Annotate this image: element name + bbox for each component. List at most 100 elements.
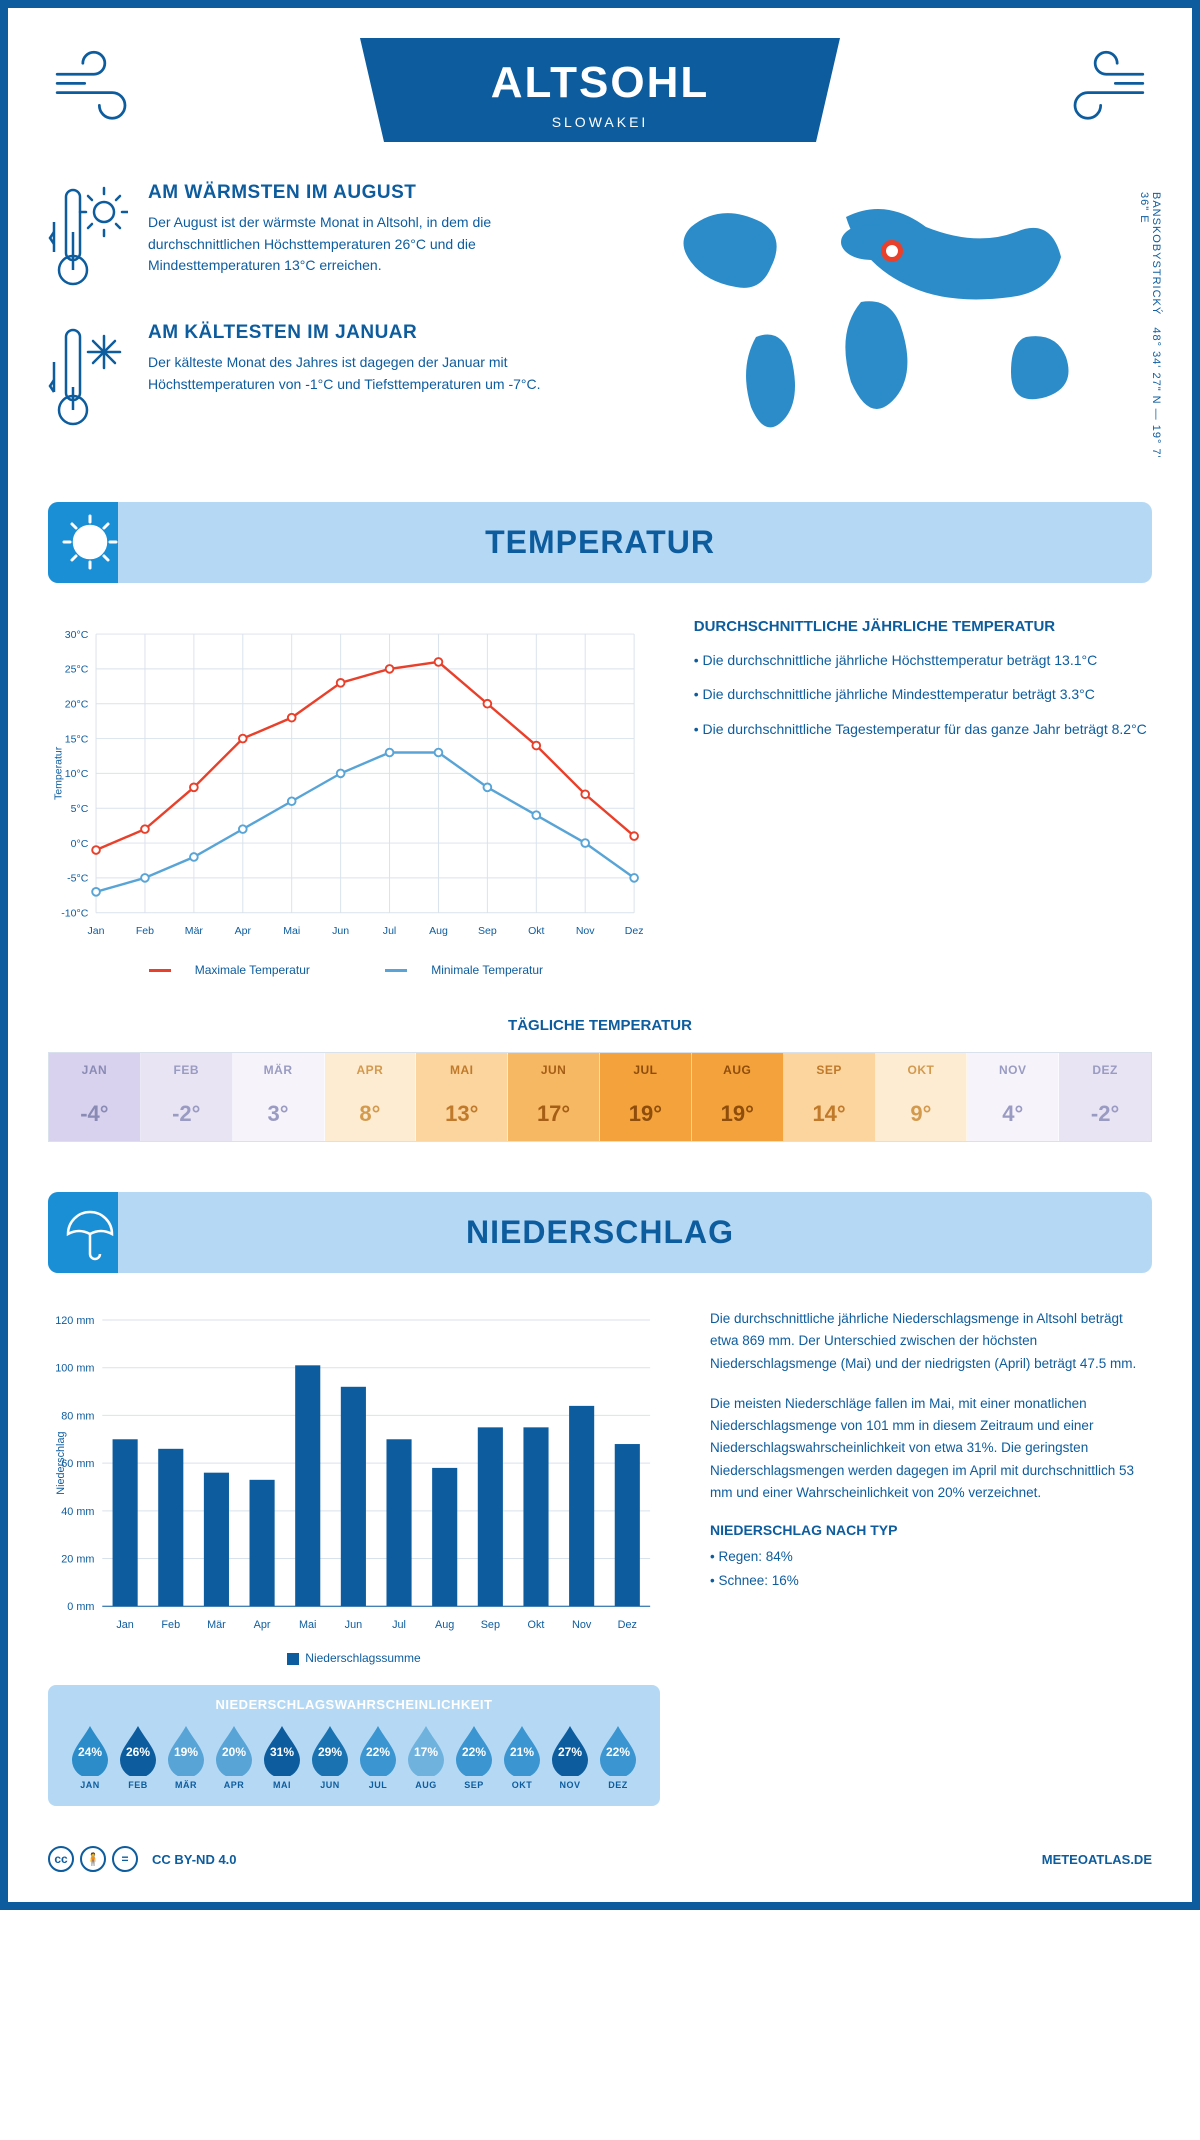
temperature-bullet: • Die durchschnittliche Tagestemperatur … — [694, 718, 1152, 740]
probability-drop: 31% MAI — [260, 1722, 304, 1790]
site-name: METEOATLAS.DE — [1042, 1852, 1152, 1867]
daily-temp-cell: DEZ-2° — [1059, 1053, 1151, 1141]
temperature-bullet: • Die durchschnittliche jährliche Mindes… — [694, 683, 1152, 705]
probability-drop: 22% JUL — [356, 1722, 400, 1790]
probability-drop: 17% AUG — [404, 1722, 448, 1790]
svg-text:Jun: Jun — [345, 1619, 362, 1631]
svg-text:40 mm: 40 mm — [61, 1506, 94, 1518]
daily-temp-cell: FEB-2° — [141, 1053, 233, 1141]
coldest-fact: AM KÄLTESTEN IM JANUAR Der kälteste Mona… — [48, 322, 580, 432]
temperature-line-chart: -10°C-5°C0°C5°C10°C15°C20°C25°C30°CJanFe… — [48, 618, 644, 948]
probability-drop: 24% JAN — [68, 1722, 112, 1790]
daily-temp-cell: MÄR3° — [233, 1053, 325, 1141]
precipitation-type-bullet: • Regen: 84% — [710, 1546, 1152, 1568]
svg-text:25°C: 25°C — [65, 664, 89, 676]
title-banner: ALTSOHL SLOWAKEI — [360, 38, 840, 142]
daily-temp-cell: JAN-4° — [49, 1053, 141, 1141]
license-block: cc 🧍 = CC BY-ND 4.0 — [48, 1846, 237, 1872]
svg-text:0 mm: 0 mm — [67, 1601, 94, 1613]
svg-text:Dez: Dez — [625, 925, 644, 937]
precipitation-banner: NIEDERSCHLAG — [48, 1192, 1152, 1273]
svg-text:Sep: Sep — [478, 925, 497, 937]
wind-icon — [1042, 48, 1152, 128]
wind-icon — [48, 48, 158, 128]
svg-text:120 mm: 120 mm — [55, 1315, 94, 1327]
svg-text:Sep: Sep — [481, 1619, 500, 1631]
svg-text:Jul: Jul — [392, 1619, 406, 1631]
coldest-title: AM KÄLTESTEN IM JANUAR — [148, 322, 580, 344]
warmest-title: AM WÄRMSTEN IM AUGUST — [148, 182, 580, 204]
svg-text:Mai: Mai — [299, 1619, 316, 1631]
country-subtitle: SLOWAKEI — [440, 114, 760, 130]
svg-text:10°C: 10°C — [65, 768, 89, 780]
svg-text:20°C: 20°C — [65, 699, 89, 711]
svg-text:Feb: Feb — [161, 1619, 180, 1631]
svg-text:30°C: 30°C — [65, 629, 89, 641]
temperature-row: -10°C-5°C0°C5°C10°C15°C20°C25°C30°CJanFe… — [48, 618, 1152, 977]
page-frame: ALTSOHL SLOWAKEI AM WÄRMSTEN IM AUGUST D… — [0, 0, 1200, 1910]
daily-temp-cell: AUG19° — [692, 1053, 784, 1141]
svg-text:100 mm: 100 mm — [55, 1363, 94, 1375]
temperature-side: DURCHSCHNITTLICHE JÄHRLICHE TEMPERATUR •… — [694, 618, 1152, 977]
by-icon: 🧍 — [80, 1846, 106, 1872]
svg-text:Apr: Apr — [254, 1619, 271, 1631]
svg-text:Okt: Okt — [528, 1619, 545, 1631]
header: ALTSOHL SLOWAKEI — [48, 38, 1152, 142]
daily-temp-cell: SEP14° — [784, 1053, 876, 1141]
map-column: BANSKOBYSTRICKÝ 48° 34' 27" N — 19° 7' 3… — [620, 182, 1152, 462]
svg-text:Jul: Jul — [383, 925, 396, 937]
daily-temp-cell: JUL19° — [600, 1053, 692, 1141]
daily-temp-cell: JUN17° — [508, 1053, 600, 1141]
world-map — [620, 182, 1152, 442]
precipitation-body-1: Die durchschnittliche jährliche Niedersc… — [710, 1308, 1152, 1375]
precipitation-type-bullet: • Schnee: 16% — [710, 1570, 1152, 1592]
svg-text:Niederschlag: Niederschlag — [55, 1431, 67, 1494]
svg-text:Mär: Mär — [185, 925, 204, 937]
precipitation-title: NIEDERSCHLAG — [78, 1214, 1122, 1251]
nd-icon: = — [112, 1846, 138, 1872]
probability-title: NIEDERSCHLAGSWAHRSCHEINLICHKEIT — [68, 1697, 640, 1712]
temperature-chart-box: -10°C-5°C0°C5°C10°C15°C20°C25°C30°CJanFe… — [48, 618, 644, 977]
temperature-banner: TEMPERATUR — [48, 502, 1152, 583]
precipitation-body-2: Die meisten Niederschläge fallen im Mai,… — [710, 1393, 1152, 1504]
umbrella-icon — [60, 1202, 120, 1262]
cc-icon: cc — [48, 1846, 74, 1872]
probability-drop: 22% SEP — [452, 1722, 496, 1790]
probability-box: NIEDERSCHLAGSWAHRSCHEINLICHKEIT 24% JAN … — [48, 1685, 660, 1806]
probability-drop: 22% DEZ — [596, 1722, 640, 1790]
svg-text:Dez: Dez — [618, 1619, 637, 1631]
temperature-side-title: DURCHSCHNITTLICHE JÄHRLICHE TEMPERATUR — [694, 618, 1152, 635]
daily-temp-cell: NOV4° — [967, 1053, 1059, 1141]
svg-text:0°C: 0°C — [71, 838, 89, 850]
daily-temp-title: TÄGLICHE TEMPERATUR — [48, 1017, 1152, 1034]
daily-temp-cell: OKT9° — [876, 1053, 968, 1141]
warmest-body: Der August ist der wärmste Monat in Alts… — [148, 212, 580, 277]
precipitation-type-title: NIEDERSCHLAG NACH TYP — [710, 1522, 1152, 1538]
coldest-body: Der kälteste Monat des Jahres ist dagege… — [148, 352, 580, 395]
probability-drop: 21% OKT — [500, 1722, 544, 1790]
probability-drop: 26% FEB — [116, 1722, 160, 1790]
svg-text:Mai: Mai — [283, 925, 300, 937]
daily-temp-table: JAN-4°FEB-2°MÄR3°APR8°MAI13°JUN17°JUL19°… — [48, 1052, 1152, 1142]
map-marker — [881, 240, 903, 262]
temperature-legend: Maximale Temperatur Minimale Temperatur — [48, 963, 644, 977]
svg-text:Jan: Jan — [116, 1619, 133, 1631]
precipitation-chart-box: 0 mm20 mm40 mm60 mm80 mm100 mm120 mmNied… — [48, 1308, 660, 1806]
svg-text:Apr: Apr — [235, 925, 252, 937]
svg-text:Nov: Nov — [572, 1619, 592, 1631]
svg-text:20 mm: 20 mm — [61, 1553, 94, 1565]
footer: cc 🧍 = CC BY-ND 4.0 METEOATLAS.DE — [48, 1846, 1152, 1872]
svg-text:Okt: Okt — [528, 925, 544, 937]
svg-text:Jun: Jun — [332, 925, 349, 937]
probability-drop: 20% APR — [212, 1722, 256, 1790]
svg-text:Temperatur: Temperatur — [52, 746, 64, 800]
svg-text:5°C: 5°C — [71, 803, 89, 815]
intro-row: AM WÄRMSTEN IM AUGUST Der August ist der… — [48, 182, 1152, 462]
svg-text:80 mm: 80 mm — [61, 1410, 94, 1422]
svg-text:Aug: Aug — [435, 1619, 454, 1631]
svg-text:Jan: Jan — [88, 925, 105, 937]
svg-text:Feb: Feb — [136, 925, 154, 937]
facts-column: AM WÄRMSTEN IM AUGUST Der August ist der… — [48, 182, 580, 462]
warmest-fact: AM WÄRMSTEN IM AUGUST Der August ist der… — [48, 182, 580, 292]
daily-temp-cell: APR8° — [325, 1053, 417, 1141]
